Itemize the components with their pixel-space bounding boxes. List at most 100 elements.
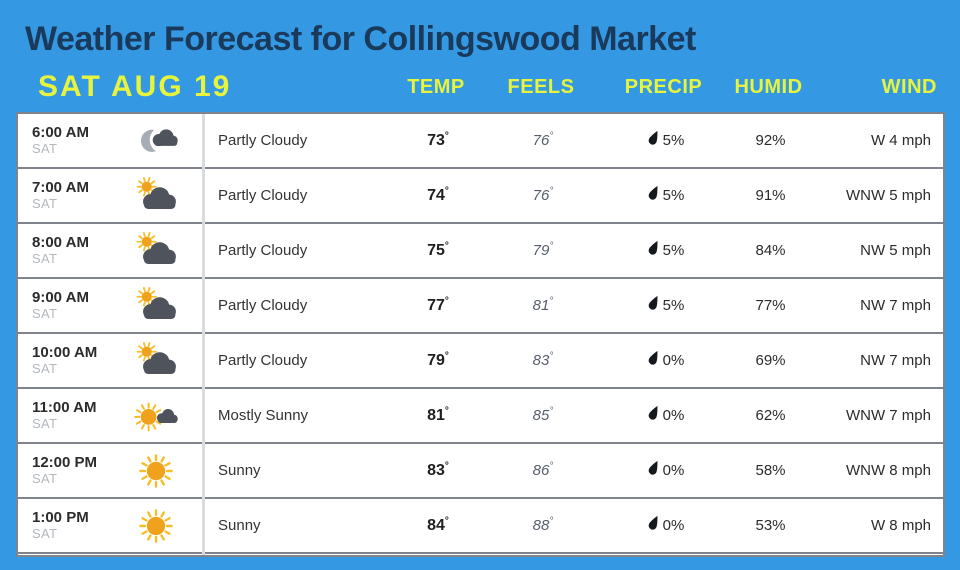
weather-icon-cell [108,231,204,271]
humidity-value: 62% [755,407,786,424]
humidity-value: 69% [755,352,786,369]
time-cell: 7:00 AM SAT [18,179,108,211]
precip-value: 0% [608,405,723,427]
feels-value: 83° [532,351,554,370]
weather-icon-cell [108,397,204,435]
condition-label: Sunny [218,462,261,479]
column-divider [202,114,205,555]
column-header-humid: HUMID [734,75,803,98]
humidity-value: 84% [755,242,786,259]
temp-value: 73° [427,130,449,149]
table-row: 9:00 AM SAT Partly Cloudy 77° 81° 5% 77%… [18,279,943,334]
raindrop-icon [647,460,660,482]
day-label: SAT [32,195,58,211]
precip-value: 5% [608,295,723,317]
day-label: SAT [32,305,58,321]
time-label: 1:00 PM [32,509,89,527]
time-cell: 9:00 AM SAT [18,289,108,321]
wind-value: WNW 8 mph [845,462,931,479]
precip-value: 5% [608,185,723,207]
feels-value: 86° [532,461,554,480]
column-header-feels: FEELS [507,75,575,98]
feels-value: 76° [532,131,554,150]
time-label: 10:00 AM [32,344,98,362]
raindrop-icon [647,185,660,207]
raindrop-icon [647,295,660,317]
humidity-value: 58% [755,462,786,479]
feels-value: 81° [532,296,554,315]
temp-value: 79° [427,350,449,369]
partly-sunny-icon [131,176,181,216]
feels-value: 79° [532,241,554,260]
table-row: 12:00 PM SAT Sunny 83° 86° 0% 58% WNW 8 … [18,444,943,499]
weather-icon-cell [108,122,204,160]
condition-label: Partly Cloudy [218,297,308,314]
table-row: 7:00 AM SAT Partly Cloudy 74° 76° 5% 91%… [18,169,943,224]
humidity-value: 91% [755,187,786,204]
time-cell: 10:00 AM SAT [18,344,108,376]
temp-value: 74° [427,185,449,204]
night-partly-cloudy-icon [131,122,181,160]
wind-value: NW 7 mph [860,297,931,314]
precip-value: 5% [608,240,723,262]
feels-value: 88° [532,516,554,535]
raindrop-icon [647,405,660,427]
raindrop-icon [647,240,660,262]
time-label: 9:00 AM [32,289,89,307]
precip-value: 0% [608,515,723,537]
wind-value: WNW 5 mph [845,187,931,204]
wind-value: NW 7 mph [860,352,931,369]
day-label: SAT [32,525,58,541]
raindrop-icon [647,130,660,152]
partly-sunny-icon [131,286,181,326]
condition-label: Partly Cloudy [218,132,308,149]
temp-value: 83° [427,460,449,479]
humidity-value: 53% [755,517,786,534]
page-title: Weather Forecast for Collingswood Market [25,20,696,58]
table-row: 10:00 AM SAT Partly Cloudy 79° 83° 0% 69… [18,334,943,389]
precip-value: 0% [608,460,723,482]
time-cell: 1:00 PM SAT [18,509,108,541]
sunny-icon [134,507,178,545]
humidity-value: 92% [755,132,786,149]
table-header-row: SAT AUG 19 TEMP FEELS PRECIP HUMID WIND [16,66,945,108]
wind-value: W 4 mph [870,132,931,149]
time-label: 6:00 AM [32,124,89,142]
table-row: 11:00 AM SAT Mostly Sunny 81° 85° 0% 62%… [18,389,943,444]
feels-value: 85° [532,406,554,425]
raindrop-icon [647,350,660,372]
weather-icon-cell [108,507,204,545]
forecast-table: 6:00 AM SAT Partly Cloudy 73° 76° 5% 92%… [16,112,945,557]
time-cell: 6:00 AM SAT [18,124,108,156]
time-cell: 12:00 PM SAT [18,454,108,486]
day-label: SAT [32,360,58,376]
column-header-temp: TEMP [407,75,465,98]
condition-label: Partly Cloudy [218,352,308,369]
humidity-value: 77% [755,297,786,314]
weather-icon-cell [108,176,204,216]
wind-value: NW 5 mph [860,242,931,259]
day-label: SAT [32,140,58,156]
weather-icon-cell [108,452,204,490]
condition-label: Sunny [218,517,261,534]
table-row: 1:00 PM SAT Sunny 84° 88° 0% 53% W 8 mph [18,499,943,554]
wind-value: WNW 7 mph [845,407,931,424]
time-cell: 11:00 AM SAT [18,399,108,431]
condition-label: Mostly Sunny [218,407,309,424]
condition-label: Partly Cloudy [218,187,308,204]
temp-value: 81° [427,405,449,424]
time-cell: 8:00 AM SAT [18,234,108,266]
weather-icon-cell [108,341,204,381]
table-row: 6:00 AM SAT Partly Cloudy 73° 76° 5% 92%… [18,114,943,169]
day-label: SAT [32,415,58,431]
temp-value: 84° [427,515,449,534]
condition-label: Partly Cloudy [218,242,308,259]
date-label: SAT AUG 19 [38,70,232,103]
column-header-wind: WIND [881,75,937,98]
wind-value: W 8 mph [870,517,931,534]
time-label: 7:00 AM [32,179,89,197]
precip-value: 0% [608,350,723,372]
partly-sunny-icon [131,341,181,381]
day-label: SAT [32,470,58,486]
